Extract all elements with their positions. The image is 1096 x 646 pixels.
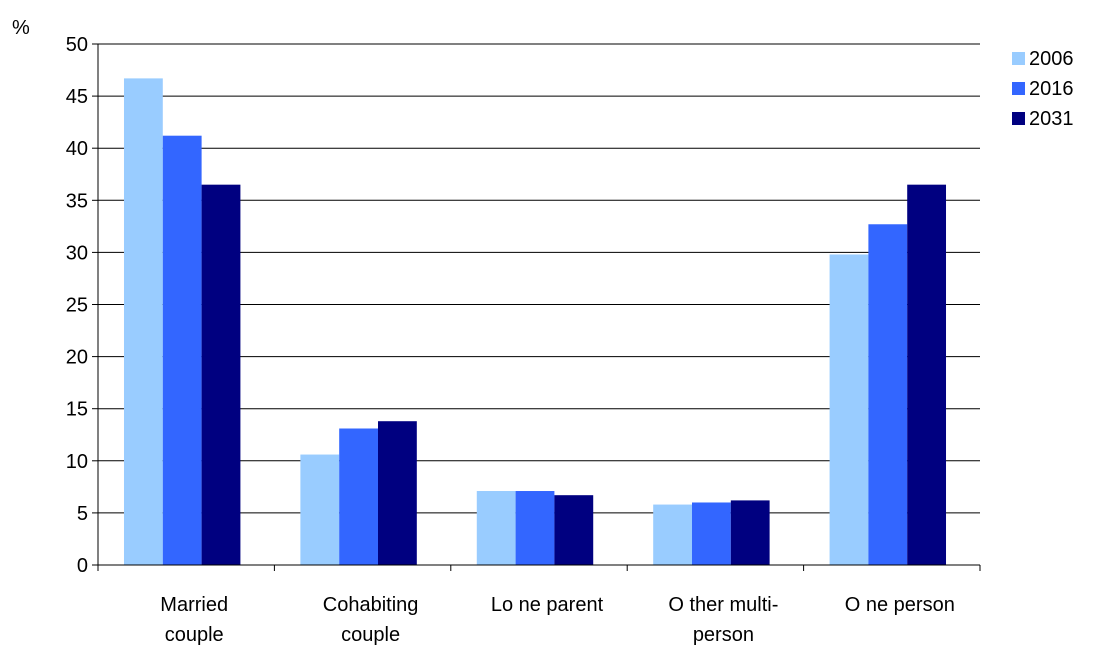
bar-2006 bbox=[300, 454, 340, 565]
x-category-label: O ne person bbox=[845, 594, 955, 616]
legend: 2006 2016 2031 bbox=[1012, 48, 1074, 130]
y-tick-label: 0 bbox=[77, 555, 88, 577]
bar-2016 bbox=[339, 428, 379, 565]
y-tick-label: 25 bbox=[66, 295, 88, 317]
x-category-label: Lo ne parent bbox=[491, 594, 604, 616]
legend-label: 2016 bbox=[1029, 78, 1074, 100]
legend-swatch-2016 bbox=[1012, 82, 1025, 95]
x-category-label-line: Lo ne parent bbox=[491, 594, 604, 616]
y-tick-label: 15 bbox=[66, 399, 88, 421]
x-category-label: Married couple bbox=[160, 594, 228, 646]
bar-2006 bbox=[829, 254, 869, 565]
bar-2016 bbox=[162, 135, 202, 566]
y-tick-label: 30 bbox=[66, 242, 88, 264]
bar-2016 bbox=[691, 502, 731, 565]
x-category-label-line: O ne person bbox=[845, 594, 955, 616]
bar-2006 bbox=[123, 78, 163, 566]
y-tick-label: 20 bbox=[66, 347, 88, 369]
x-category-label-line: couple bbox=[341, 624, 400, 646]
legend-swatch-2006 bbox=[1012, 52, 1025, 65]
axes bbox=[92, 43, 981, 571]
bar-2031 bbox=[730, 500, 770, 565]
bar-2031 bbox=[907, 184, 947, 566]
x-category-label-line: O ther multi- bbox=[668, 594, 778, 616]
bar-2016 bbox=[868, 224, 908, 566]
y-tick-label: 50 bbox=[66, 34, 88, 56]
x-category-label-line: Cohabiting bbox=[323, 594, 419, 616]
bar-2016 bbox=[515, 491, 555, 565]
bar-2006 bbox=[653, 504, 692, 565]
bar-2006 bbox=[476, 491, 516, 565]
bar-2031 bbox=[201, 184, 241, 566]
x-category-label-line: couple bbox=[165, 624, 224, 646]
gridlines bbox=[98, 43, 980, 514]
y-tick-label: 5 bbox=[77, 503, 88, 525]
bar-2031 bbox=[378, 421, 417, 565]
x-category-label: Cohabiting couple bbox=[323, 594, 419, 646]
bar-2031 bbox=[554, 495, 594, 565]
legend-swatch-2031 bbox=[1012, 112, 1025, 125]
y-tick-label: 40 bbox=[66, 138, 88, 160]
x-category-label-line: Married bbox=[160, 594, 228, 616]
y-tick-label: 35 bbox=[66, 190, 88, 212]
y-tick-labels: 0 5 10 15 20 25 30 35 40 45 50 bbox=[66, 34, 88, 577]
y-tick-label: 45 bbox=[66, 86, 88, 108]
bars bbox=[123, 78, 947, 566]
x-category-labels: Married couple Cohabiting couple Lo ne paren… bbox=[160, 594, 955, 646]
x-category-label: O ther multi-person bbox=[668, 594, 778, 646]
legend-label: 2031 bbox=[1029, 108, 1074, 130]
y-axis-unit-label: % bbox=[12, 17, 30, 39]
y-tick-label: 10 bbox=[66, 451, 88, 473]
x-category-label-line: person bbox=[693, 624, 754, 646]
legend-label: 2006 bbox=[1029, 48, 1074, 70]
